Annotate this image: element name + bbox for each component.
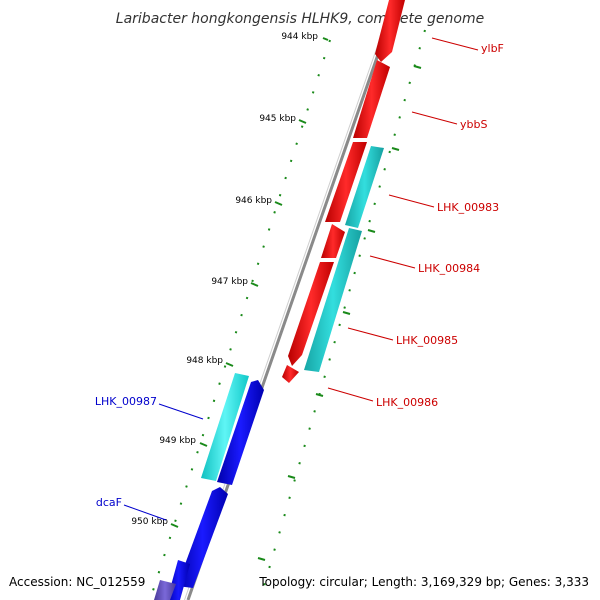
accession-label: Accession: NC_012559 <box>9 575 145 589</box>
gene-LHK_00985 <box>288 262 334 366</box>
gene-label-LHK_00987: LHK_00987 <box>95 395 157 408</box>
gene-label-LHK_00983: LHK_00983 <box>437 201 499 214</box>
tick-label-945: 945 kbp <box>259 114 296 124</box>
gene-rev-1 <box>217 380 264 485</box>
rna-1 <box>345 146 384 228</box>
gene-label-LHK_00986: LHK_00986 <box>376 396 438 409</box>
gene-rev-purple <box>154 580 176 600</box>
ticks: 944 kbp 945 kbp 946 kbp 947 kbp 948 kbp … <box>131 32 329 528</box>
gene-label-ylbF: ylbF <box>481 42 504 55</box>
gene-LHK_00984 <box>321 224 345 258</box>
tick-label-949: 949 kbp <box>159 436 196 446</box>
gene-label-LHK_00985: LHK_00985 <box>396 334 458 347</box>
tick-label-947: 947 kbp <box>211 277 248 287</box>
gene-LHK_00986 <box>282 365 299 383</box>
tick-946: 946 kbp <box>235 196 283 206</box>
reverse-rna-genes <box>201 373 249 481</box>
tick-950: 950 kbp <box>131 517 179 528</box>
reverse-cds-genes <box>167 380 264 600</box>
tick-947: 947 kbp <box>211 277 259 287</box>
tick-label-948: 948 kbp <box>186 356 223 366</box>
tick-949: 949 kbp <box>159 436 208 447</box>
gene-label-dcaF: dcaF <box>96 496 122 509</box>
forward-cds-genes <box>282 0 405 383</box>
gene-ylbF <box>375 0 405 62</box>
gene-LHK_00983 <box>325 142 367 222</box>
tick-945: 945 kbp <box>259 114 307 124</box>
gene-dcaF <box>177 487 228 588</box>
genome-summary: Topology: circular; Length: 3,169,329 bp… <box>258 575 589 589</box>
gene-LHK_00987 <box>201 373 249 481</box>
forward-rna-genes <box>304 146 384 372</box>
tick-948: 948 kbp <box>186 356 234 367</box>
gene-label-LHK_00984: LHK_00984 <box>418 262 480 275</box>
reverse-gene-labels: LHK_00987 dcaF <box>95 395 204 521</box>
tick-label-946: 946 kbp <box>235 196 272 206</box>
tick-label-950: 950 kbp <box>131 517 168 527</box>
gene-ybbS <box>353 60 390 138</box>
tick-944: 944 kbp <box>281 32 329 42</box>
gene-label-ybbS: ybbS <box>460 118 487 131</box>
tick-label-944: 944 kbp <box>281 32 318 42</box>
outer-tick-dashes <box>257 65 422 561</box>
reverse-other-genes <box>154 580 176 600</box>
map-title: Laribacter hongkongensis HLHK9, complete… <box>116 11 484 27</box>
rna-2 <box>304 228 362 372</box>
forward-gene-labels: ylbF ybbS LHK_00983 LHK_00984 LHK_00985 … <box>327 37 504 409</box>
